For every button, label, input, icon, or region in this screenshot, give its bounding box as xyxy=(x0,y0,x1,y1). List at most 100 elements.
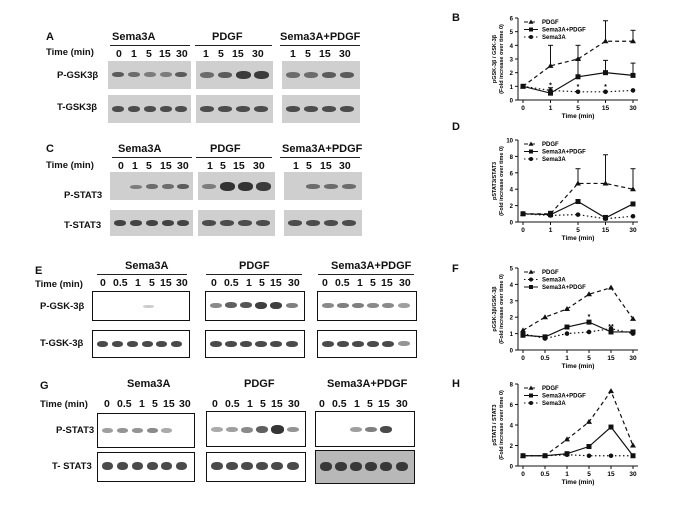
lane-label: 0.5 xyxy=(224,277,239,289)
lane-label: 5 xyxy=(146,160,152,172)
western-blot xyxy=(206,411,306,447)
time-label: Time (min) xyxy=(46,47,94,58)
data-point xyxy=(630,329,636,335)
data-point xyxy=(603,89,608,95)
group-label-sema3a-pdgf: Sema3A+PDGF xyxy=(331,260,412,272)
data-point xyxy=(586,291,592,297)
lane-label: 15 xyxy=(232,48,244,60)
y-axis-label: pGSK-3β / GSK-3β xyxy=(492,34,498,83)
western-blot xyxy=(205,330,305,358)
lane-label: 30 xyxy=(252,48,264,60)
data-point xyxy=(542,314,548,320)
y-tick-label: 2 xyxy=(510,204,514,210)
western-blot xyxy=(284,172,362,200)
data-point xyxy=(564,452,570,458)
data-point xyxy=(564,324,570,330)
lane-label: 0 xyxy=(104,398,110,410)
data-point xyxy=(548,90,553,96)
data-point xyxy=(630,201,636,207)
series-line-sema3a xyxy=(523,454,633,457)
western-blot xyxy=(282,61,360,89)
y-tick-label: 3 xyxy=(510,58,514,64)
lane-label: 15 xyxy=(270,277,282,289)
legend-label: Sema3A xyxy=(542,35,566,41)
lane-label: 1 xyxy=(135,277,141,289)
panel-label-g: G xyxy=(40,380,49,392)
legend-label: Sema3A xyxy=(542,401,566,407)
legend-marker xyxy=(528,141,534,146)
lane-label: 5 xyxy=(146,48,152,60)
data-point xyxy=(564,306,570,311)
lane-label: 15 xyxy=(271,398,283,410)
legend-label: Sema3A xyxy=(542,157,566,163)
lane-label: 0.5 xyxy=(113,277,128,289)
x-axis-label: Time (min) xyxy=(562,363,595,370)
series-line-pdgf xyxy=(523,182,634,215)
y-axis-label: pGSK-3β/GSK-3β xyxy=(492,286,498,332)
western-blot xyxy=(92,291,190,321)
data-point xyxy=(520,211,526,217)
data-point xyxy=(630,186,636,192)
y-tick-label: 0 xyxy=(510,221,514,227)
legend-label: PDGF xyxy=(542,386,559,392)
lane-label: 15 xyxy=(160,277,172,289)
y-tick-label: 6 xyxy=(510,17,514,23)
x-tick-label: 5 xyxy=(587,471,591,478)
row-label: P-STAT3 xyxy=(56,425,95,436)
lane-label: 1 xyxy=(357,277,363,289)
y-tick-label: 6 xyxy=(510,403,514,409)
series-line-sema3a-pdgf xyxy=(522,321,633,338)
x-tick-label: 30 xyxy=(629,105,637,112)
panel-label-a: A xyxy=(46,31,54,43)
lane-label: 30 xyxy=(176,48,188,60)
lane-label: 0 xyxy=(118,160,124,172)
y-tick-label: 0 xyxy=(510,99,514,105)
group-label-pdgf: PDGF xyxy=(239,260,270,272)
row-label: P-GSK-3β xyxy=(40,301,85,312)
western-blot xyxy=(198,172,275,200)
data-point xyxy=(603,216,608,222)
data-point xyxy=(608,453,614,459)
data-point xyxy=(564,331,570,336)
western-blot xyxy=(315,450,415,484)
y-tick-label: 4 xyxy=(510,44,514,50)
western-blot xyxy=(315,411,415,447)
data-point xyxy=(564,436,570,442)
y-tick-label: 0 xyxy=(510,465,514,471)
x-axis-label: Time (min) xyxy=(562,479,595,486)
series-line-sema3a xyxy=(522,328,634,340)
western-blot xyxy=(196,95,273,123)
x-tick-label: 0 xyxy=(521,105,525,112)
data-point xyxy=(520,453,526,459)
lane-label: 5 xyxy=(305,48,311,60)
y-tick-label: 5 xyxy=(510,30,514,36)
group-underline xyxy=(110,45,190,46)
group-underline xyxy=(280,45,360,46)
x-tick-label: 5 xyxy=(576,105,580,112)
lane-label: 30 xyxy=(396,398,408,410)
legend-label: Sema3A+PDGF xyxy=(542,150,586,156)
legend-label: Sema3A+PDGF xyxy=(542,28,586,34)
western-blot xyxy=(317,291,417,321)
group-label-sema3a: Sema3A xyxy=(125,260,169,272)
data-point xyxy=(547,62,554,68)
row-label: T-GSK-3β xyxy=(40,338,84,349)
series-line-sema3a xyxy=(522,213,634,220)
group-label-pdgf: PDGF xyxy=(210,143,241,155)
western-blot xyxy=(282,95,360,123)
lane-label: 0 xyxy=(100,277,106,289)
data-point xyxy=(608,329,614,335)
legend-marker xyxy=(529,35,533,39)
series-line-sema3a-pdgf xyxy=(523,426,634,457)
data-point xyxy=(586,444,592,450)
group-label-pdgf: PDGF xyxy=(244,378,275,390)
row-label: T- STAT3 xyxy=(52,461,92,472)
significance-marker: * xyxy=(549,82,552,89)
data-point xyxy=(602,38,609,44)
legend-marker xyxy=(529,27,533,32)
group-label-sema3a: Sema3A xyxy=(112,31,156,43)
data-point xyxy=(630,38,636,44)
lane-label: 1 xyxy=(293,160,299,172)
lane-label: 30 xyxy=(339,48,351,60)
